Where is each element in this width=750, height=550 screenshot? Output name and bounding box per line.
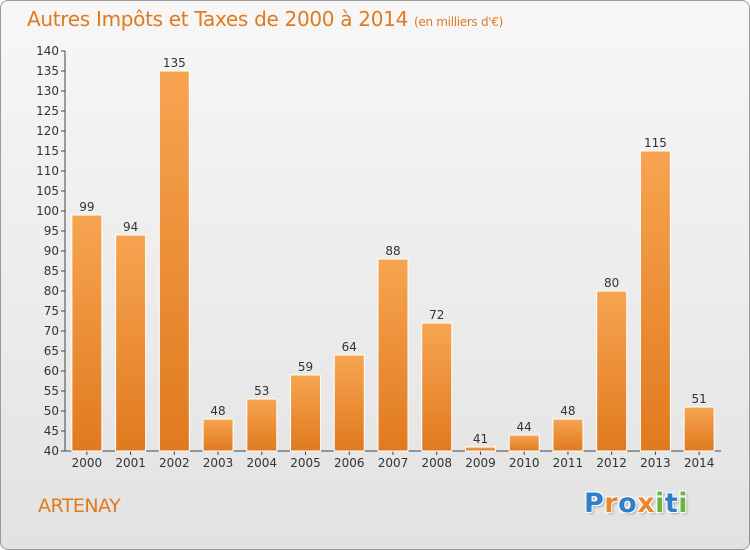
y-tick-label: 95 — [44, 224, 59, 238]
data-label-2013: 115 — [644, 136, 667, 150]
logo-letter: r — [604, 488, 619, 519]
x-tick-label-2001: 2001 — [115, 456, 146, 470]
bar-2007 — [377, 258, 409, 452]
data-label-2009: 41 — [473, 432, 488, 446]
x-tick-label-2000: 2000 — [72, 456, 103, 470]
y-tick-label: 55 — [44, 384, 59, 398]
bar-2000 — [71, 214, 103, 452]
logo-letter: o — [618, 488, 638, 519]
bar-2002 — [158, 70, 190, 452]
x-tick-label-2013: 2013 — [640, 456, 671, 470]
y-tick-label: 60 — [44, 364, 59, 378]
data-label-2012: 80 — [604, 276, 619, 290]
y-tick-label: 40 — [44, 444, 59, 458]
y-tick-label: 125 — [36, 104, 59, 118]
bar-2010 — [508, 434, 540, 452]
bar-2012 — [596, 290, 628, 452]
bar-2014 — [683, 406, 715, 452]
logo-letter: i — [678, 488, 689, 519]
logo-letter: x — [637, 488, 656, 519]
x-tick-label-2008: 2008 — [421, 456, 452, 470]
chart-title: Autres Impôts et Taxes de 2000 à 2014 (en… — [27, 7, 503, 31]
chart-unit: (en milliers d'€) — [414, 15, 504, 29]
bar-2003 — [202, 418, 234, 452]
x-tick-label-2006: 2006 — [334, 456, 365, 470]
x-tick-label-2009: 2009 — [465, 456, 496, 470]
x-tick-label-2004: 2004 — [247, 456, 278, 470]
y-tick-label: 45 — [44, 424, 59, 438]
x-tick-label-2005: 2005 — [290, 456, 321, 470]
bar-2006 — [333, 354, 365, 452]
y-tick-label: 100 — [36, 204, 59, 218]
data-label-2004: 53 — [254, 384, 269, 398]
chart-bars — [71, 70, 715, 452]
y-tick-label: 105 — [36, 184, 59, 198]
logo-letter: t — [664, 488, 679, 519]
x-tick-label-2007: 2007 — [378, 456, 409, 470]
y-tick-label: 70 — [44, 324, 59, 338]
x-tick-label-2003: 2003 — [203, 456, 234, 470]
proxiti-logo[interactable]: Proxiti — [584, 488, 688, 519]
data-label-2011: 48 — [560, 404, 575, 418]
bar-2005 — [290, 374, 322, 452]
y-tick-label: 85 — [44, 264, 59, 278]
y-tick-label: 75 — [44, 304, 59, 318]
bar-2004 — [246, 398, 278, 452]
logo-letter: i — [655, 488, 665, 519]
x-tick-label-2010: 2010 — [509, 456, 540, 470]
y-tick-label: 110 — [36, 164, 59, 178]
data-label-2007: 88 — [385, 244, 400, 258]
y-tick-label: 50 — [44, 404, 59, 418]
bar-2013 — [639, 150, 671, 452]
data-label-2005: 59 — [298, 360, 313, 374]
data-label-2010: 44 — [517, 420, 532, 434]
data-label-2001: 94 — [123, 220, 138, 234]
x-tick-label-2002: 2002 — [159, 456, 190, 470]
data-label-2003: 48 — [210, 404, 225, 418]
data-label-2008: 72 — [429, 308, 444, 322]
chart-axes: 40 45 50 55 60 65 70 75 80 85 90 95 100 105 110 115 120 1… — [36, 44, 721, 470]
y-tick-label: 65 — [44, 344, 59, 358]
bar-2009 — [464, 446, 496, 452]
x-tick-label-2014: 2014 — [684, 456, 715, 470]
data-label-2002: 135 — [163, 56, 186, 70]
data-label-2014: 51 — [691, 392, 706, 406]
bar-2008 — [421, 322, 453, 452]
y-tick-label: 120 — [36, 124, 59, 138]
y-tick-label: 130 — [36, 84, 59, 98]
chart-title-text: Autres Impôts et Taxes de 2000 à 2014 — [27, 7, 408, 31]
logo-letter: P — [584, 488, 605, 519]
location-name: ARTENAY — [38, 495, 121, 517]
y-tick-label: 140 — [36, 44, 59, 58]
data-label-2000: 99 — [79, 200, 94, 214]
y-tick-label: 90 — [44, 244, 59, 258]
x-tick-label-2011: 2011 — [553, 456, 584, 470]
y-tick-label: 135 — [36, 64, 59, 78]
bar-2001 — [115, 234, 147, 452]
data-label-2006: 64 — [342, 340, 357, 354]
chart-data-labels: 99 94 135 48 53 59 64 88 72 41 44 48 80 115 51 — [79, 56, 707, 446]
x-tick-label-2012: 2012 — [596, 456, 627, 470]
y-tick-label: 115 — [36, 144, 59, 158]
bar-2011 — [552, 418, 584, 452]
y-tick-label: 80 — [44, 284, 59, 298]
